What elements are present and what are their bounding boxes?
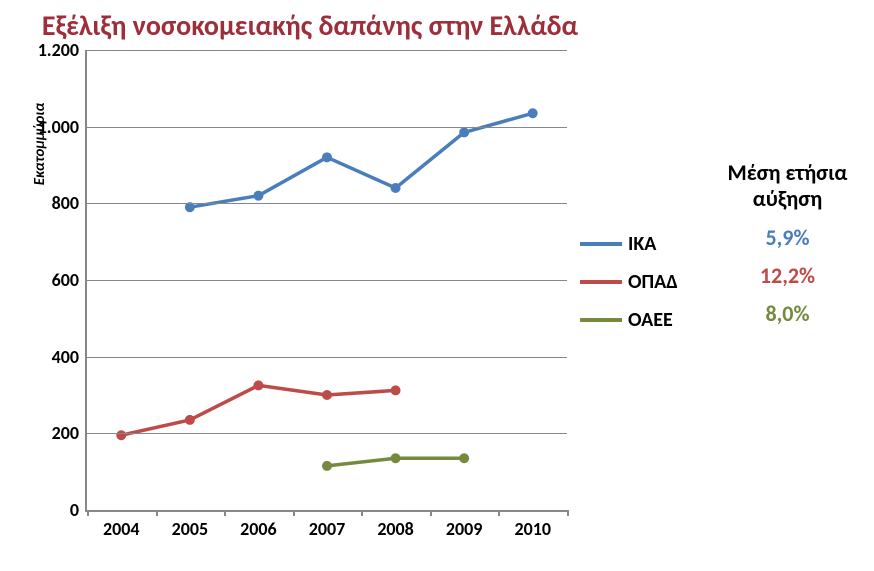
legend-swatch-opad: [580, 280, 622, 284]
growth-value-opad: 12,2%: [710, 257, 865, 295]
y-tick-label: 1.200: [38, 39, 79, 61]
growth-panel: Μέση ετήσια αύξηση 5,9% 12,2% 8,0%: [710, 160, 865, 333]
series-marker-opad: [185, 415, 195, 425]
legend-item-opad: ΟΠΑΔ: [580, 263, 700, 301]
x-tick-mark: [224, 510, 226, 516]
series-marker-opad: [253, 380, 263, 390]
series-marker-oaee: [459, 453, 469, 463]
y-tick-label: 800: [52, 192, 79, 214]
series-marker-opad: [116, 430, 126, 440]
series-marker-oaee: [322, 461, 332, 471]
growth-heading-l1: Μέση ετήσια: [728, 159, 848, 186]
legend-label-opad: ΟΠΑΔ: [628, 270, 678, 294]
x-tick-label: 2005: [172, 518, 209, 540]
gridline: [87, 127, 567, 128]
y-tick-label: 600: [52, 269, 79, 291]
x-tick-mark: [430, 510, 432, 516]
chart-container: Εξέλιξη νοσοκομειακής δαπάνης στην Ελλάδ…: [0, 0, 874, 571]
legend-item-oaee: ΟΑΕΕ: [580, 301, 700, 339]
x-tick-mark: [156, 510, 158, 516]
x-tick-label: 2007: [309, 518, 346, 540]
x-tick-mark: [361, 510, 363, 516]
x-tick-label: 2004: [103, 518, 140, 540]
x-tick-mark: [567, 510, 569, 516]
y-tick-label: 0: [70, 499, 79, 521]
series-marker-oaee: [391, 453, 401, 463]
series-marker-ika: [528, 108, 538, 118]
x-tick-label: 2008: [377, 518, 414, 540]
legend-swatch-oaee: [580, 318, 622, 322]
chart-title: Εξέλιξη νοσοκομειακής δαπάνης στην Ελλάδ…: [0, 8, 620, 43]
growth-value-oaee: 8,0%: [710, 295, 865, 333]
gridline: [87, 280, 567, 281]
y-axis-title: Εκατομμύρια: [31, 84, 49, 204]
legend-label-oaee: ΟΑΕΕ: [628, 308, 673, 332]
growth-heading: Μέση ετήσια αύξηση: [710, 160, 865, 213]
x-tick-mark: [498, 510, 500, 516]
x-tick-label: 2010: [514, 518, 551, 540]
x-tick-label: 2006: [240, 518, 277, 540]
x-tick-mark: [293, 510, 295, 516]
series-line-opad: [121, 385, 395, 435]
legend-label-ika: ΙΚΑ: [628, 232, 656, 256]
plot-area: 02004006008001.0001.20020042005200620072…: [85, 50, 567, 512]
series-marker-ika: [391, 183, 401, 193]
gridline: [87, 50, 567, 51]
legend: ΙΚΑ ΟΠΑΔ ΟΑΕΕ: [580, 225, 700, 339]
series-marker-opad: [391, 385, 401, 395]
series-marker-ika: [459, 127, 469, 137]
y-tick-label: 400: [52, 346, 79, 368]
gridline: [87, 203, 567, 204]
series-marker-opad: [322, 390, 332, 400]
series-marker-ika: [322, 152, 332, 162]
growth-value-ika: 5,9%: [710, 219, 865, 257]
x-tick-label: 2009: [446, 518, 483, 540]
series-marker-ika: [253, 191, 263, 201]
y-tick-label: 1.000: [38, 116, 79, 138]
legend-item-ika: ΙΚΑ: [580, 225, 700, 263]
gridline: [87, 433, 567, 434]
y-tick-label: 200: [52, 422, 79, 444]
legend-swatch-ika: [580, 242, 622, 246]
growth-heading-l2: αύξηση: [753, 185, 822, 212]
x-tick-mark: [87, 510, 89, 516]
gridline: [87, 357, 567, 358]
